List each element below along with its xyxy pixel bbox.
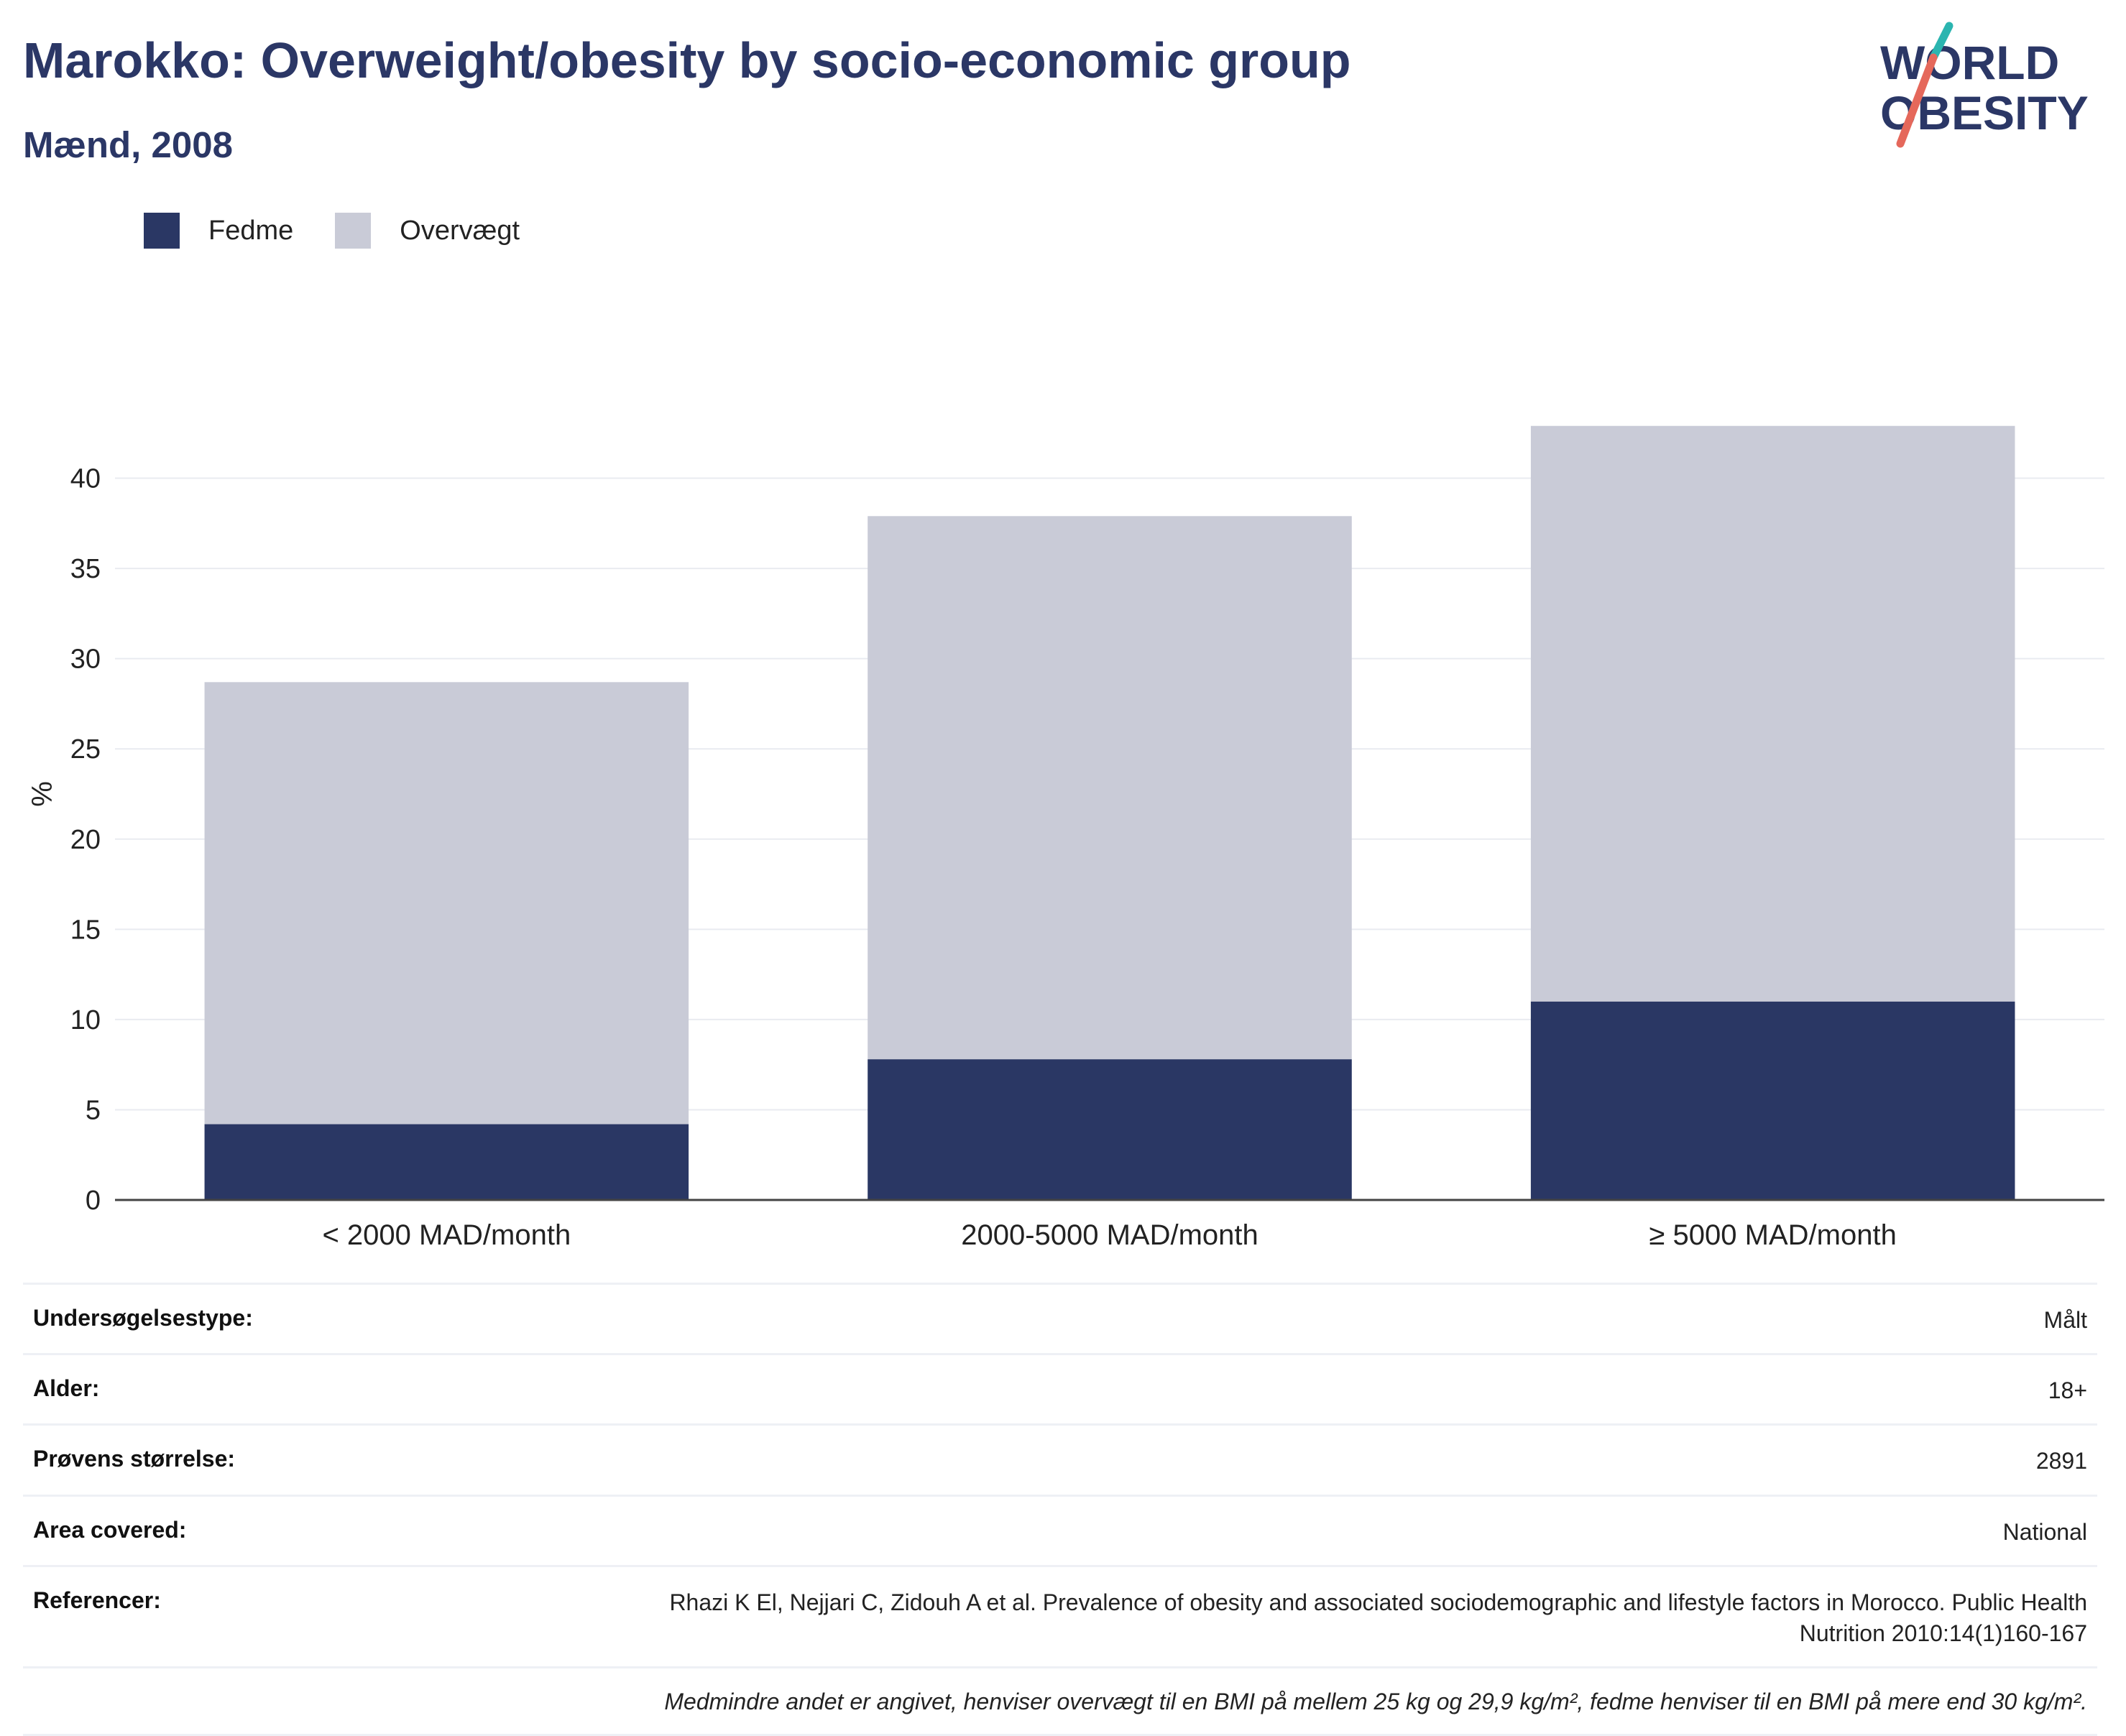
info-label: Undersøgelsestype: [33,1305,253,1331]
y-tick-label: 10 [70,1005,101,1035]
bar-overvaegt [1530,425,2015,1002]
info-label: Referencer: [33,1587,161,1613]
logo-slash-teal [1929,22,1954,62]
info-row-references: Referencer: Rhazi K El, Nejjari C, Zidou… [23,1564,2097,1666]
bar-fedme [868,1059,1352,1200]
y-tick-label: 35 [70,554,101,584]
chart-subtitle: Mænd, 2008 [23,124,233,165]
legend: Fedme Overvægt [144,213,561,249]
y-tick-label: 25 [70,734,101,765]
info-value: National [2002,1518,2087,1545]
legend-item-overvaegt[interactable]: Overvægt [335,213,520,249]
y-tick-label: 30 [70,645,101,675]
info-row-age: Alder: 18+ [23,1353,2097,1423]
y-tick-label: 15 [70,915,101,945]
info-row-sample-size: Prøvens størrelse: 2891 [23,1423,2097,1494]
info-row-area-covered: Area covered: National [23,1494,2097,1565]
bar-overvaegt [204,682,689,1125]
logo-text-world: WORLD [1880,36,2059,89]
info-value: 18+ [2048,1377,2087,1404]
info-table: Undersøgelsestype: Målt Alder: 18+ Prøve… [23,1283,2097,1736]
y-tick-label: 5 [86,1095,101,1125]
bar-fedme [1530,1001,2015,1200]
info-label: Prøvens størrelse: [33,1446,236,1472]
info-value: Målt [2043,1307,2087,1333]
logo-slash-coral [1896,53,1938,148]
stacked-bar-chart: 0 5 10 15 20 25 30 35 40% < 2000 MAD/month 2000-50… [27,425,2104,1251]
x-tick-label: < 2000 MAD/month [322,1219,571,1251]
bar-fedme [204,1124,689,1200]
world-obesity-logo: WORLD OBESITY [1880,22,2089,148]
y-tick-label: 0 [86,1186,101,1216]
info-row-survey-type: Undersøgelsestype: Målt [23,1283,2097,1353]
x-tick-label: ≥ 5000 MAD/month [1649,1219,1896,1251]
y-axis-label: % [27,781,58,807]
reference-text: Rhazi K El, Nejjari C, Zidouh A et al. P… [669,1589,2087,1646]
chart-title: Marokko: Overweight/obesity by socio-eco… [23,32,1351,88]
y-tick-label: 20 [70,825,101,855]
legend-item-fedme[interactable]: Fedme [144,213,293,249]
legend-swatch-fedme [144,213,180,249]
x-tick-label: 2000-5000 MAD/month [961,1219,1258,1251]
bar-overvaegt [868,516,1352,1060]
info-label: Alder: [33,1375,100,1402]
bmi-definition-note: Medmindre andet er angivet, henviser ove… [23,1666,2097,1736]
info-value: 2891 [2035,1448,2087,1474]
legend-label-overvaegt: Overvægt [400,215,520,246]
info-label: Area covered: [33,1516,187,1543]
legend-label-fedme: Fedme [208,215,294,246]
legend-swatch-overvaegt [335,213,372,249]
y-tick-label: 40 [70,464,101,494]
